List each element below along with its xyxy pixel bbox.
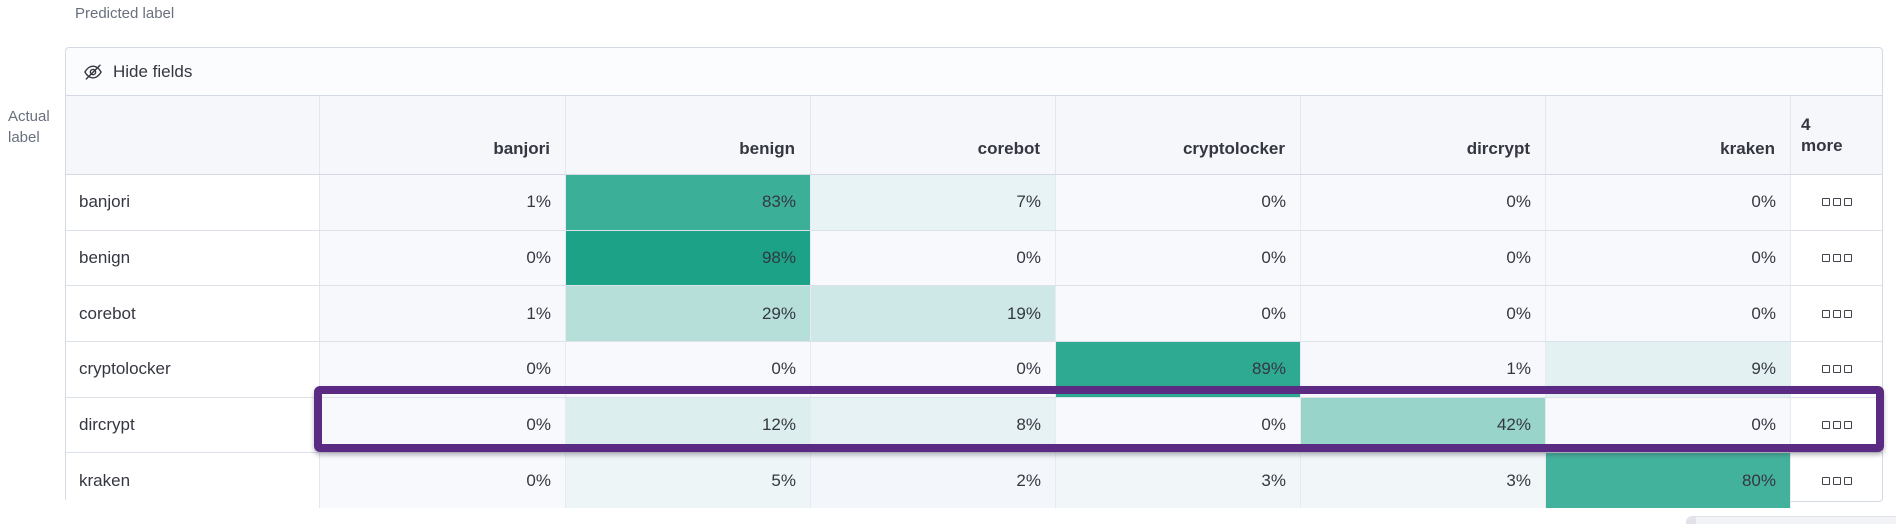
column-header-benign[interactable]: benign (566, 96, 811, 174)
boxes-horizontal-icon (1821, 253, 1852, 262)
column-header-banjori[interactable]: banjori (320, 96, 566, 174)
column-header-cryptolocker[interactable]: cryptolocker (1056, 96, 1301, 174)
matrix-cell-benign-cryptolocker[interactable]: 0% (1056, 230, 1301, 286)
boxes-horizontal-icon (1821, 476, 1852, 485)
row-label[interactable]: dircrypt (66, 397, 320, 453)
row-actions-button[interactable] (1791, 286, 1882, 341)
row-label[interactable]: cryptolocker (66, 341, 320, 397)
row-label-column-header (66, 96, 320, 174)
matrix-cell-banjori-corebot[interactable]: 7% (811, 175, 1056, 230)
boxes-horizontal-icon (1821, 365, 1852, 374)
matrix-cell-banjori-cryptolocker[interactable]: 0% (1056, 175, 1301, 230)
matrix-cell-kraken-benign[interactable]: 5% (566, 453, 811, 508)
matrix-cell-benign-banjori[interactable]: 0% (320, 230, 566, 286)
matrix-cell-cryptolocker-banjori[interactable]: 0% (320, 341, 566, 397)
matrix-cell-kraken-banjori[interactable]: 0% (320, 453, 566, 508)
predicted-axis-label: Predicted label (75, 5, 175, 22)
table-row-dircrypt: dircrypt 0% 12% 8% 0% 42% 0% (66, 397, 1882, 454)
matrix-cell-kraken-cryptolocker[interactable]: 3% (1056, 453, 1301, 508)
matrix-cell-banjori-dircrypt[interactable]: 0% (1301, 175, 1546, 230)
scrollbar-thumb[interactable] (1687, 517, 1696, 524)
row-actions-button[interactable] (1791, 175, 1882, 230)
row-label[interactable]: banjori (66, 175, 320, 230)
column-header-row: banjori benign corebot cryptolocker dircrypt… (66, 96, 1882, 175)
eye-closed-icon (83, 62, 103, 82)
row-label[interactable]: benign (66, 230, 320, 286)
matrix-cell-kraken-kraken[interactable]: 80% (1546, 453, 1791, 508)
more-columns-label: more (1801, 136, 1843, 155)
matrix-cell-dircrypt-banjori[interactable]: 0% (320, 397, 566, 453)
boxes-horizontal-icon (1821, 198, 1852, 207)
horizontal-scrollbar[interactable] (1686, 516, 1896, 524)
matrix-cell-dircrypt-corebot[interactable]: 8% (811, 397, 1056, 453)
matrix-cell-dircrypt-cryptolocker[interactable]: 0% (1056, 397, 1301, 453)
matrix-cell-banjori-banjori[interactable]: 1% (320, 175, 566, 230)
matrix-cell-corebot-corebot[interactable]: 19% (811, 286, 1056, 341)
table-row-kraken: kraken 0% 5% 2% 3% 3% 80% (66, 453, 1882, 508)
column-header-dircrypt[interactable]: dircrypt (1301, 96, 1546, 174)
table-row-cryptolocker: cryptolocker 0% 0% 0% 89% 1% 9% (66, 341, 1882, 398)
matrix-cell-kraken-dircrypt[interactable]: 3% (1301, 453, 1546, 508)
row-actions-button[interactable] (1791, 453, 1882, 508)
matrix-cell-benign-corebot[interactable]: 0% (811, 230, 1056, 286)
matrix-cell-kraken-corebot[interactable]: 2% (811, 453, 1056, 508)
matrix-cell-cryptolocker-kraken[interactable]: 9% (1546, 341, 1791, 397)
table-row-corebot: corebot 1% 29% 19% 0% 0% 0% (66, 286, 1882, 342)
matrix-cell-corebot-cryptolocker[interactable]: 0% (1056, 286, 1301, 341)
row-actions-button[interactable] (1791, 231, 1882, 286)
boxes-horizontal-icon (1821, 420, 1852, 429)
more-columns-header[interactable]: 4 more (1791, 96, 1882, 174)
matrix-cell-cryptolocker-benign[interactable]: 0% (566, 341, 811, 397)
row-label[interactable]: corebot (66, 286, 320, 341)
matrix-cell-banjori-benign[interactable]: 83% (566, 175, 811, 230)
row-label[interactable]: kraken (66, 453, 320, 508)
matrix-cell-cryptolocker-corebot[interactable]: 0% (811, 341, 1056, 397)
actual-axis-label: Actual label (8, 106, 62, 148)
matrix-cell-corebot-benign[interactable]: 29% (566, 286, 811, 341)
hide-fields-label: Hide fields (113, 61, 193, 81)
grid-body: banjori 1% 83% 7% 0% 0% 0% benign 0% 98% 0% 0% 0% 0% c… (66, 175, 1882, 508)
column-header-corebot[interactable]: corebot (811, 96, 1056, 174)
table-row-banjori: banjori 1% 83% 7% 0% 0% 0% (66, 175, 1882, 231)
matrix-cell-dircrypt-dircrypt[interactable]: 42% (1301, 397, 1546, 453)
hide-fields-button[interactable]: Hide fields (66, 48, 1882, 96)
more-columns-count: 4 (1801, 115, 1811, 134)
matrix-cell-corebot-kraken[interactable]: 0% (1546, 286, 1791, 341)
matrix-cell-banjori-kraken[interactable]: 0% (1546, 175, 1791, 230)
matrix-cell-corebot-banjori[interactable]: 1% (320, 286, 566, 341)
matrix-cell-benign-benign[interactable]: 98% (566, 230, 811, 286)
row-actions-button[interactable] (1791, 398, 1882, 453)
actual-axis-label-line2: label (8, 129, 40, 146)
confusion-matrix-grid: Hide fields banjori benign corebot cryptolo… (65, 47, 1883, 508)
boxes-horizontal-icon (1821, 309, 1852, 318)
matrix-cell-benign-dircrypt[interactable]: 0% (1301, 230, 1546, 286)
matrix-cell-dircrypt-kraken[interactable]: 0% (1546, 397, 1791, 453)
matrix-cell-cryptolocker-dircrypt[interactable]: 1% (1301, 341, 1546, 397)
matrix-cell-cryptolocker-cryptolocker[interactable]: 89% (1056, 341, 1301, 397)
column-header-kraken[interactable]: kraken (1546, 96, 1791, 174)
matrix-cell-benign-kraken[interactable]: 0% (1546, 230, 1791, 286)
table-row-benign: benign 0% 98% 0% 0% 0% 0% (66, 230, 1882, 287)
row-actions-button[interactable] (1791, 342, 1882, 397)
matrix-cell-corebot-dircrypt[interactable]: 0% (1301, 286, 1546, 341)
matrix-cell-dircrypt-benign[interactable]: 12% (566, 397, 811, 453)
actual-axis-label-line1: Actual (8, 108, 50, 125)
